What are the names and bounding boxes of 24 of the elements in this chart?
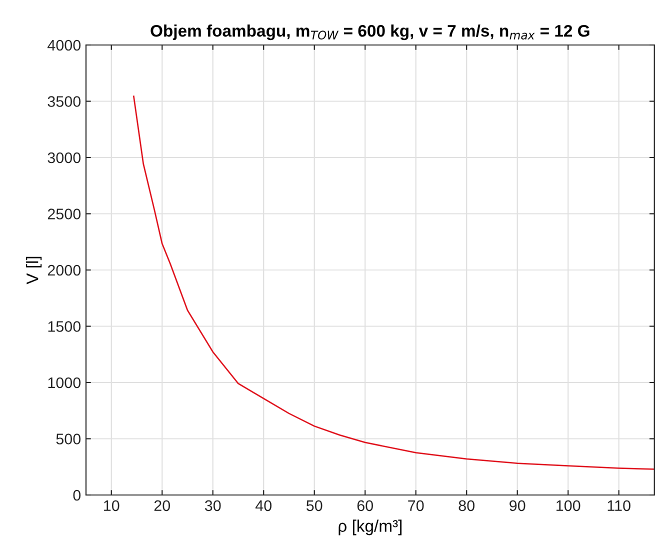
- x-tick-label: 10: [104, 500, 120, 512]
- line-series: [133, 96, 654, 470]
- y-tick-label: 4000: [48, 40, 81, 51]
- y-tick-label: 2000: [48, 264, 81, 276]
- x-tick-label: 20: [154, 500, 170, 512]
- y-tick-label: 3500: [48, 96, 81, 107]
- x-tick-label: 90: [510, 500, 526, 512]
- x-tick-label: 70: [408, 500, 424, 512]
- x-tick-label: 40: [255, 500, 272, 512]
- x-tick-label: 30: [204, 500, 221, 512]
- x-tick-label: 110: [608, 500, 630, 512]
- y-tick-label: 3000: [48, 152, 81, 164]
- y-tick-label: 500: [56, 434, 81, 444]
- chart-title: Objem foambagu, m$_{TOW}$ = 600 kg, v = 7 m/s, n$_{max}$ = 12 G: [150, 24, 590, 40]
- y-tick-label: 2500: [48, 208, 81, 220]
- x-tick-label: 50: [306, 500, 322, 512]
- y-axis-title: V [l]: [26, 256, 42, 284]
- y-tick-label: 0: [73, 490, 81, 501]
- x-tick-label: 80: [458, 500, 475, 512]
- y-tick-label: 1000: [48, 377, 81, 388]
- x-tick-label: 60: [357, 500, 374, 512]
- y-tick-label: 1500: [48, 321, 81, 332]
- x-axis-title: ρ [kg/m³]: [338, 520, 402, 536]
- x-tick-label: 100: [556, 500, 580, 512]
